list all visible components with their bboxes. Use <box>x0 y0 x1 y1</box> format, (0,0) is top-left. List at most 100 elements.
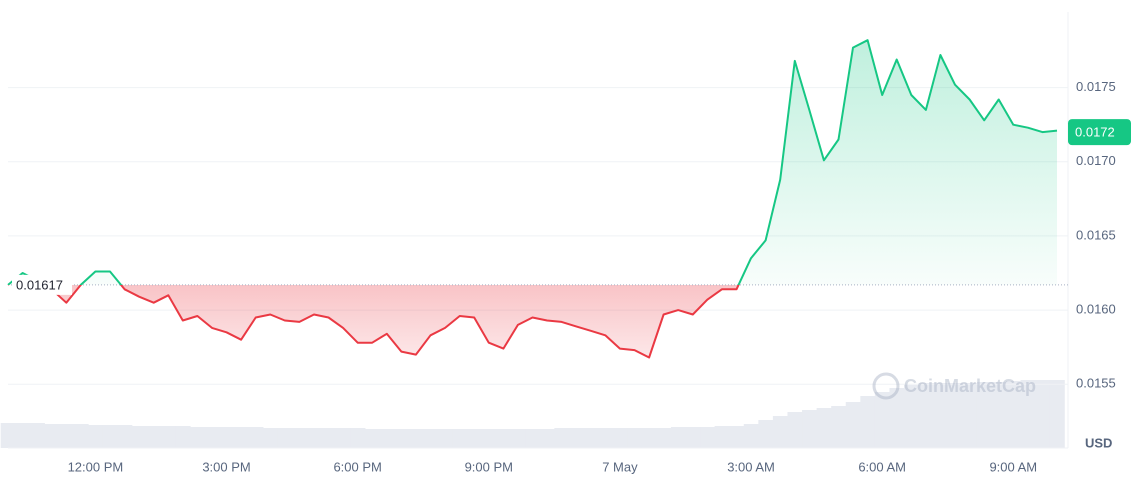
volume-bar <box>714 426 730 448</box>
baseline-label-bg <box>12 274 72 295</box>
last-price-box <box>1068 119 1131 146</box>
volume-bar <box>1020 380 1036 448</box>
volume-bar <box>306 428 322 448</box>
volume-bar <box>262 428 279 448</box>
volume-bar <box>743 424 759 448</box>
x-tick-label: 9:00 AM <box>989 459 1037 474</box>
volume-bar <box>700 427 716 448</box>
watermark: CoinMarketCap <box>872 372 1036 400</box>
volume-bar <box>962 383 978 448</box>
volume-bar <box>612 428 628 448</box>
volume-bar <box>1006 381 1022 448</box>
volume-bar <box>874 392 890 448</box>
volume-bar <box>991 382 1007 448</box>
volume-bar <box>1049 380 1065 448</box>
volume-bar <box>598 428 614 448</box>
volume-bar <box>758 420 774 448</box>
volume-bar <box>350 428 366 448</box>
plot-layer: 0.01617 0.0172 <box>7 39 1131 359</box>
volume-bar <box>831 406 847 448</box>
volume-bar <box>58 424 75 448</box>
volume-bar <box>568 428 584 448</box>
volume-bar <box>976 382 992 448</box>
volume-bar <box>277 428 293 448</box>
volume-bar <box>918 383 934 448</box>
volume-bar <box>947 383 963 448</box>
volume-bar <box>131 426 147 448</box>
y-tick-label: 0.0155 <box>1076 376 1116 391</box>
volume-bar <box>816 408 832 448</box>
x-tick-label: 6:00 PM <box>333 459 381 474</box>
y-tick-label: 0.0160 <box>1076 302 1116 317</box>
volume-bar <box>146 426 162 448</box>
volume-bar <box>641 428 657 448</box>
volume-bar <box>73 424 89 448</box>
volume-bar <box>160 426 177 448</box>
price-line <box>7 39 1058 359</box>
volume-bar <box>452 429 468 448</box>
volume-bar <box>190 427 206 448</box>
volume-bar <box>496 429 512 448</box>
x-tick-label: 9:00 PM <box>465 459 513 474</box>
volume-bar <box>845 402 861 448</box>
volume-bar <box>423 429 439 448</box>
volume-bar <box>117 425 133 448</box>
volume-bar <box>466 429 483 448</box>
volume-bar <box>437 429 453 448</box>
baseline-label: 0.01617 <box>16 277 63 292</box>
volume-bar <box>525 429 541 448</box>
y-tick-label: 0.0170 <box>1076 153 1116 168</box>
volume-bar <box>364 429 381 448</box>
volume-bar <box>933 383 949 448</box>
volume-bar <box>539 429 555 448</box>
volume-bar <box>860 396 876 448</box>
volume-bar <box>29 423 45 448</box>
last-price-label: 0.0172 <box>1075 125 1115 140</box>
volume-bar <box>15 423 31 448</box>
volume-bar <box>772 416 788 448</box>
x-tick-label: 3:00 AM <box>727 459 775 474</box>
volume-bar <box>175 426 191 448</box>
price-area <box>8 40 1057 358</box>
volume-bar <box>292 428 308 448</box>
volume-bar <box>627 428 643 448</box>
volume-bar <box>889 388 905 448</box>
volume-bar <box>44 424 60 448</box>
volume-bar <box>481 429 497 448</box>
volume-bar <box>510 429 526 448</box>
volume-bar <box>1035 380 1051 448</box>
x-tick-label: 6:00 AM <box>858 459 906 474</box>
volume-bar <box>321 428 337 448</box>
watermark-text: CoinMarketCap <box>904 376 1036 396</box>
volume-bar <box>233 427 249 448</box>
volume-bar <box>685 427 701 448</box>
volume-bar <box>0 423 16 448</box>
volume-bar <box>408 429 424 448</box>
volume-bar <box>802 410 818 448</box>
volume-bar <box>88 425 104 448</box>
grid-layer: 0.0155 0.0160 0.0165 0.0170 0.0175 <box>8 79 1116 391</box>
volume-bar <box>729 426 745 448</box>
volume-bar <box>379 429 395 448</box>
volume-layer <box>0 380 1065 448</box>
y-tick-label: 0.0175 <box>1076 79 1116 94</box>
volume-bar <box>219 427 235 448</box>
watermark-logo <box>872 372 900 400</box>
volume-bar <box>656 428 672 448</box>
volume-bar <box>583 428 599 448</box>
volume-bar <box>554 428 570 448</box>
currency-label: USD <box>1085 435 1112 450</box>
volume-bar <box>787 412 803 448</box>
volume-bar <box>670 427 686 448</box>
y-tick-label: 0.0165 <box>1076 227 1116 242</box>
volume-bar <box>904 385 920 448</box>
x-tick-label: 3:00 PM <box>202 459 250 474</box>
x-tick-label: 7 May <box>602 459 638 474</box>
volume-bar <box>335 428 351 448</box>
volume-bar <box>248 427 264 448</box>
volume-bar <box>102 425 118 448</box>
x-tick-label: 12:00 PM <box>68 459 124 474</box>
volume-bar <box>204 427 220 448</box>
volume-bar <box>394 429 410 448</box>
